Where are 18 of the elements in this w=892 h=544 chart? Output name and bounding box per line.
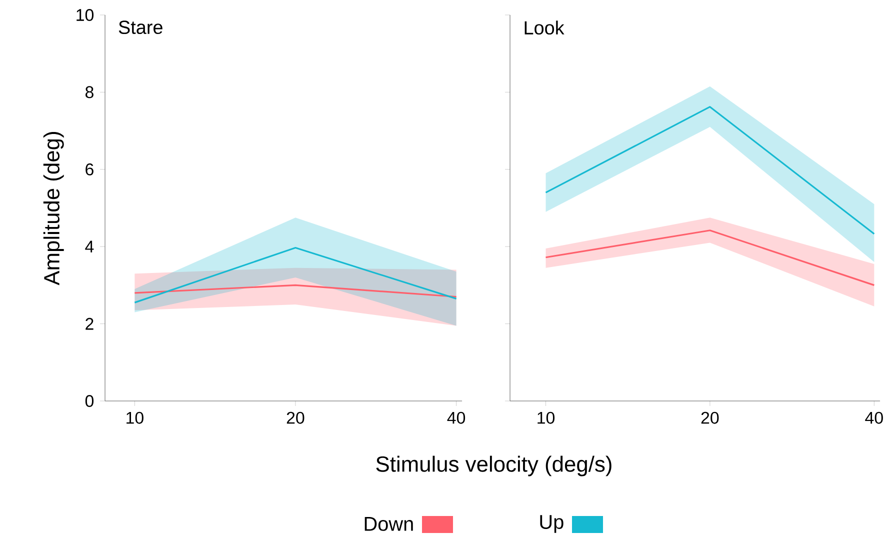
- legend-label: Up: [540, 515, 564, 533]
- x-tick-label: 10: [538, 412, 555, 424]
- y-tick-label: 4: [85, 240, 94, 252]
- legend-label: Down: [364, 517, 413, 531]
- y-tick-label: 2: [86, 318, 94, 330]
- y-axis-title: Amplitude (deg): [43, 132, 64, 286]
- chart-title: Stare: [118, 20, 162, 34]
- chart-title: Look: [524, 20, 564, 35]
- y-tick-label: 6: [86, 163, 94, 176]
- x-tick-label: 20: [286, 412, 304, 424]
- x-tick-label: 10: [126, 412, 144, 424]
- x-tick-label: 40: [865, 412, 883, 424]
- y-tick-label: 10: [76, 8, 94, 21]
- x-tick-label: 40: [447, 412, 466, 424]
- x-axis-title: Stimulus velocity (deg/s): [376, 456, 612, 476]
- x-tick-label: 20: [701, 412, 719, 424]
- y-tick-label: 8: [85, 86, 94, 98]
- y-tick-label: 0: [85, 394, 94, 407]
